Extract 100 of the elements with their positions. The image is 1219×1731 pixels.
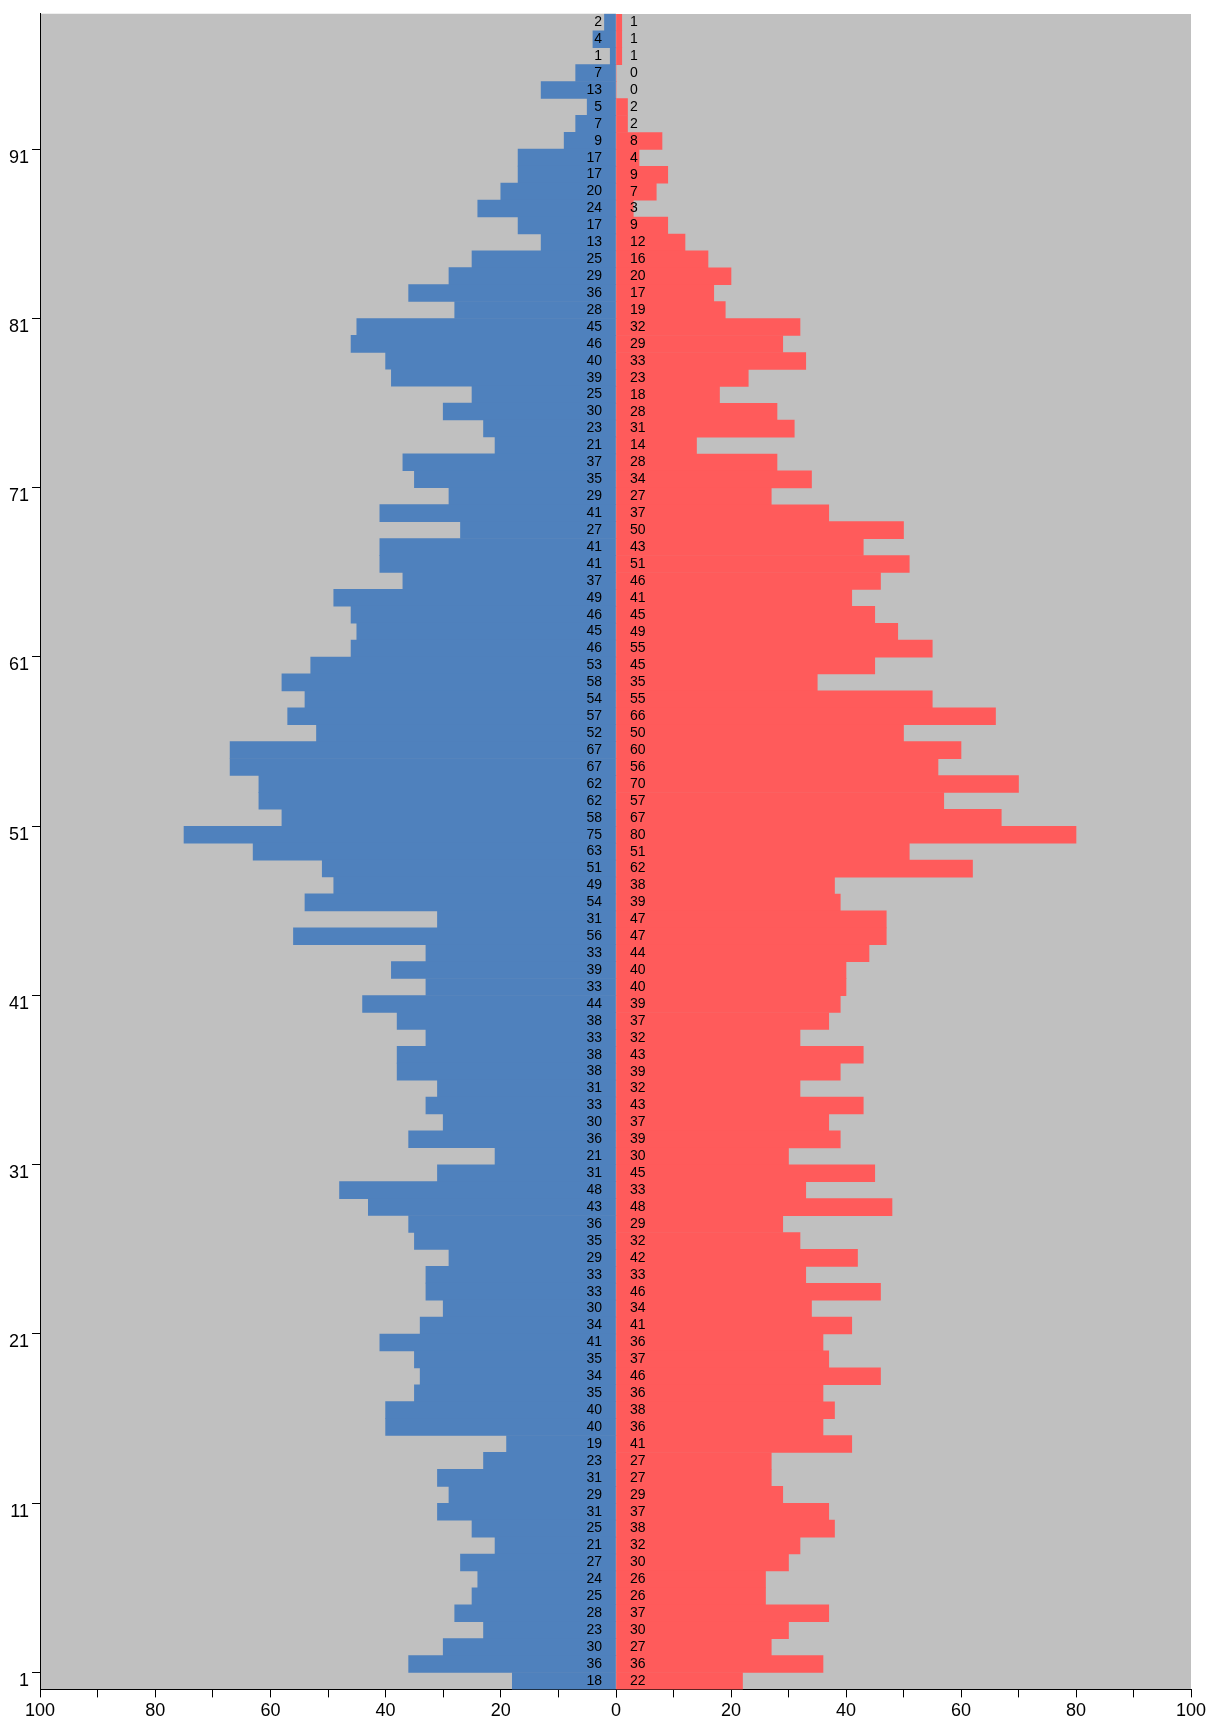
data-label: 32 [630,1079,646,1096]
data-label: 1 [630,13,638,30]
data-label: 30 [586,1113,603,1130]
data-label: 51 [630,554,646,571]
data-label: 67 [586,740,603,757]
data-label: 27 [630,1637,646,1654]
data-label: 39 [586,960,603,977]
data-label: 29 [630,334,646,351]
y-tick-label: 11 [10,1500,30,1521]
data-label: 26 [630,1587,646,1604]
data-label: 24 [586,1570,603,1587]
y-tick-label: 1 [19,1669,30,1690]
data-label: 62 [630,859,646,876]
data-label: 37 [630,1502,646,1519]
x-tick-label: 20 [490,1700,511,1721]
data-label: 43 [586,1197,603,1214]
data-label: 67 [586,757,603,774]
data-label: 18 [586,1671,603,1688]
data-label: 25 [586,385,603,402]
data-label: 38 [586,1062,603,1079]
data-label: 30 [630,1621,646,1638]
data-label: 31 [586,910,603,927]
data-label: 36 [586,1214,603,1231]
data-label: 28 [630,453,646,470]
data-label: 40 [586,1400,603,1417]
data-label: 35 [586,1231,603,1248]
data-label: 33 [586,1265,603,1282]
data-label: 45 [630,656,646,673]
data-label: 67 [630,808,646,825]
data-label: 58 [586,673,603,690]
data-label: 36 [630,1384,646,1401]
data-label: 26 [630,1570,646,1587]
data-label: 40 [630,977,646,994]
data-label: 43 [630,1096,646,1113]
data-label: 34 [630,1299,646,1316]
data-label: 33 [586,1282,603,1299]
data-label: 49 [630,622,646,639]
data-label: 7 [594,63,603,80]
x-tick-label: 100 [25,1700,56,1721]
data-label: 70 [630,774,646,791]
data-label: 41 [630,588,646,605]
data-label: 46 [630,1367,646,1384]
x-tick-label: 80 [1065,1700,1087,1721]
data-label: 50 [630,521,646,538]
data-label: 33 [630,1265,646,1282]
data-label: 41 [586,537,603,554]
data-label: 8 [630,131,638,148]
data-label: 43 [630,1045,646,1062]
data-label: 37 [586,453,603,470]
data-label: 41 [630,1316,646,1333]
data-label: 54 [586,893,603,910]
data-label: 37 [630,1011,646,1028]
x-tick-label: 40 [375,1700,396,1721]
y-tick-label: 91 [8,146,30,167]
data-label: 36 [586,1130,603,1147]
data-label: 39 [586,368,603,385]
data-label: 5 [594,97,603,114]
data-label: 80 [630,825,646,842]
x-tick-label: 60 [950,1700,972,1721]
data-label: 46 [630,571,646,588]
data-label: 29 [586,1485,603,1502]
data-label: 17 [586,216,603,233]
data-label: 40 [630,961,646,978]
data-label: 38 [630,1401,646,1418]
data-label: 30 [586,402,603,419]
data-label: 62 [586,774,603,791]
data-label: 45 [586,622,603,639]
data-label: 41 [586,503,603,520]
data-label: 47 [630,927,646,944]
data-label: 39 [630,994,646,1011]
data-label: 63 [586,842,603,859]
data-label: 36 [630,1417,646,1434]
data-label: 46 [586,605,603,622]
data-label: 33 [586,1096,603,1113]
data-label: 35 [586,1384,603,1401]
data-label: 30 [630,1147,646,1164]
data-label: 45 [630,605,646,622]
data-label: 40 [586,351,603,368]
data-label: 32 [630,1231,646,1248]
data-label: 62 [586,791,603,808]
data-label: 31 [586,1079,603,1096]
data-label: 53 [586,656,603,673]
y-tick-label: 41 [8,992,30,1013]
data-label: 55 [630,639,646,656]
data-label: 39 [630,893,646,910]
data-label: 41 [586,1333,603,1350]
data-label: 2 [594,13,603,30]
data-label: 43 [630,537,646,554]
data-label: 33 [586,944,603,961]
data-label: 37 [630,1350,646,1367]
data-label: 37 [630,504,646,521]
data-label: 35 [586,470,603,487]
data-label: 16 [630,250,646,267]
data-label: 9 [630,165,638,182]
data-label: 30 [630,1553,646,1570]
data-label: 33 [630,1181,646,1198]
data-label: 41 [586,554,603,571]
data-label: 28 [630,402,646,419]
data-label: 1 [630,47,638,64]
data-label: 29 [586,487,603,504]
